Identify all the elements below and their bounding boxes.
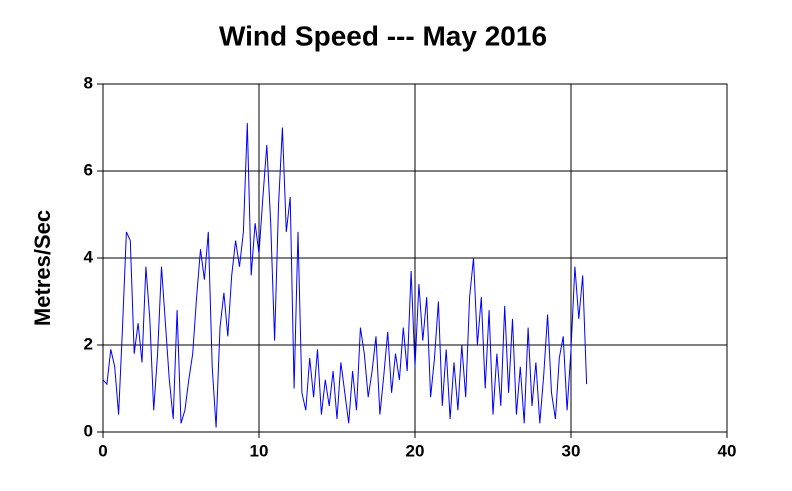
y-tick-label: 0 xyxy=(84,421,93,440)
x-tick-label: 10 xyxy=(250,441,269,460)
x-tick-label: 20 xyxy=(406,441,425,460)
chart-title: Wind Speed --- May 2016 xyxy=(219,20,547,51)
x-tick-label: 40 xyxy=(718,441,737,460)
plot-frame xyxy=(102,83,728,433)
y-tick-label: 2 xyxy=(84,334,93,353)
y-tick-label: 4 xyxy=(84,247,94,266)
data-line xyxy=(102,123,588,428)
x-tick-label: 30 xyxy=(562,441,581,460)
y-tick-label: 6 xyxy=(84,160,93,179)
x-tick-label: 0 xyxy=(98,441,107,460)
y-tick-label: 8 xyxy=(84,73,93,92)
y-axis-label: Metres/Sec xyxy=(30,210,55,326)
